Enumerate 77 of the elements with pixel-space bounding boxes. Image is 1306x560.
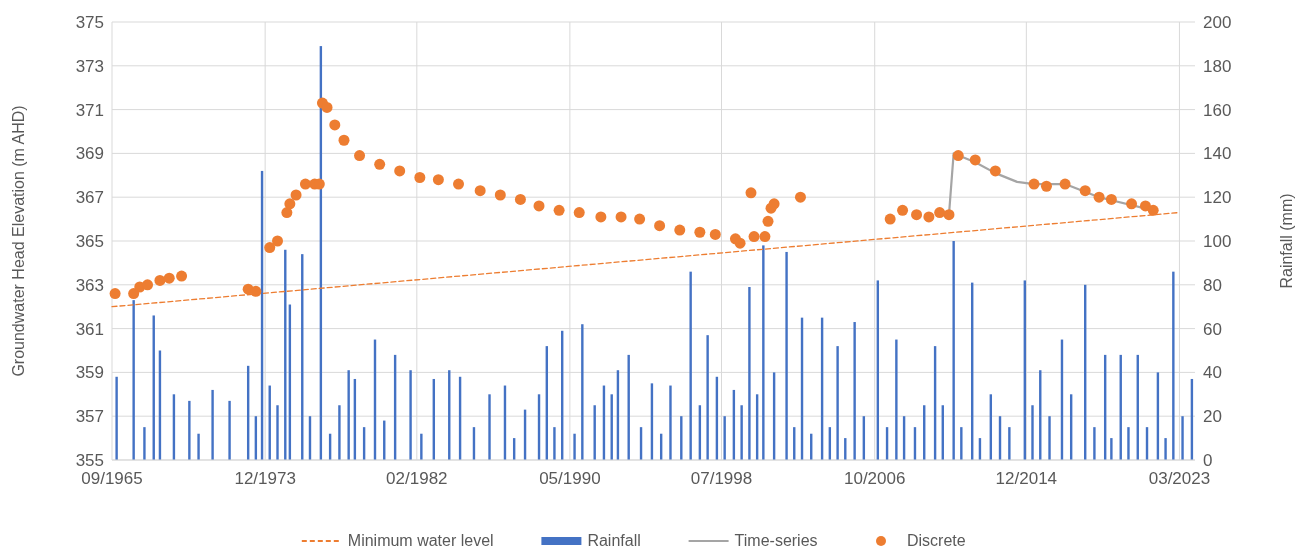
bar — [1164, 438, 1167, 460]
legend-label: Time-series — [734, 532, 818, 549]
y-tick-label: 371 — [75, 100, 104, 120]
bar — [276, 405, 279, 460]
bar — [132, 300, 135, 460]
y-tick-label: 363 — [75, 275, 104, 295]
y2-axis-title: Rainfall (mm) — [1278, 193, 1295, 289]
bar — [1048, 416, 1051, 460]
y-tick-label: 359 — [75, 363, 104, 383]
y2-tick-label: 120 — [1203, 188, 1232, 208]
x-tick-label: 02/1982 — [386, 469, 448, 488]
bar — [409, 370, 412, 460]
x-tick-label: 10/2006 — [843, 469, 906, 488]
bar — [952, 241, 955, 460]
y-tick-label: 365 — [75, 231, 104, 251]
bar — [581, 324, 584, 460]
bar — [680, 416, 683, 460]
x-tick-label: 07/1998 — [690, 469, 753, 488]
legend-label: Minimum water level — [347, 532, 494, 549]
bar — [723, 416, 726, 460]
legend-label: Rainfall — [587, 532, 641, 549]
y2-tick-label: 180 — [1203, 56, 1232, 76]
y-axis-title: Groundwater Head Elevation (m AHD) — [10, 105, 27, 377]
bar — [197, 433, 200, 460]
bar — [1031, 405, 1034, 460]
bar — [338, 405, 341, 460]
bar — [488, 394, 491, 460]
y2-tick-label: 200 — [1203, 12, 1232, 32]
bar — [706, 335, 709, 460]
y-tick-label: 367 — [75, 188, 104, 208]
x-tick-label: 12/1973 — [234, 469, 296, 488]
y2-tick-label: 0 — [1203, 450, 1213, 470]
bar — [1181, 416, 1184, 460]
y-tick-label: 361 — [75, 319, 104, 339]
bar — [1110, 438, 1113, 460]
bar — [853, 322, 856, 460]
bar — [420, 433, 423, 460]
bar — [762, 245, 765, 460]
bar — [1127, 427, 1130, 460]
bar — [211, 389, 214, 460]
y2-tick-label: 140 — [1203, 144, 1232, 164]
bar — [593, 405, 596, 460]
bar — [669, 385, 672, 460]
y-tick-label: 375 — [75, 12, 104, 32]
x-tick-label: 05/1990 — [539, 469, 601, 488]
bar — [1093, 427, 1096, 460]
y-tick-label: 369 — [75, 144, 104, 164]
y2-tick-label: 20 — [1203, 407, 1222, 427]
bar — [347, 370, 350, 460]
x-tick-label: 12/2014 — [995, 469, 1058, 488]
bar — [1172, 271, 1175, 460]
bar — [553, 427, 556, 460]
bar — [895, 339, 898, 460]
y2-tick-label: 160 — [1203, 100, 1232, 120]
bar — [188, 400, 191, 460]
y2-tick-label: 80 — [1203, 275, 1222, 295]
bar — [143, 427, 146, 460]
bar — [627, 354, 630, 460]
legend-label: Discrete — [907, 532, 966, 549]
y-tick-label: 373 — [75, 56, 104, 76]
bar — [689, 271, 692, 460]
bar — [573, 433, 576, 460]
bar — [740, 405, 743, 460]
y2-tick-label: 40 — [1203, 363, 1222, 383]
y2-tick-label: 60 — [1203, 319, 1222, 339]
bar — [1008, 427, 1011, 460]
bar — [115, 376, 118, 460]
y-tick-label: 355 — [75, 450, 104, 470]
bar — [836, 346, 839, 460]
y-tick-label: 357 — [75, 407, 104, 427]
bar — [228, 400, 231, 460]
bar — [785, 251, 788, 460]
y2-tick-label: 100 — [1203, 231, 1232, 251]
bar — [748, 286, 751, 460]
x-tick-label: 03/2023 — [1148, 469, 1211, 488]
bar — [960, 427, 963, 460]
x-tick-label: 09/1965 — [81, 469, 143, 488]
